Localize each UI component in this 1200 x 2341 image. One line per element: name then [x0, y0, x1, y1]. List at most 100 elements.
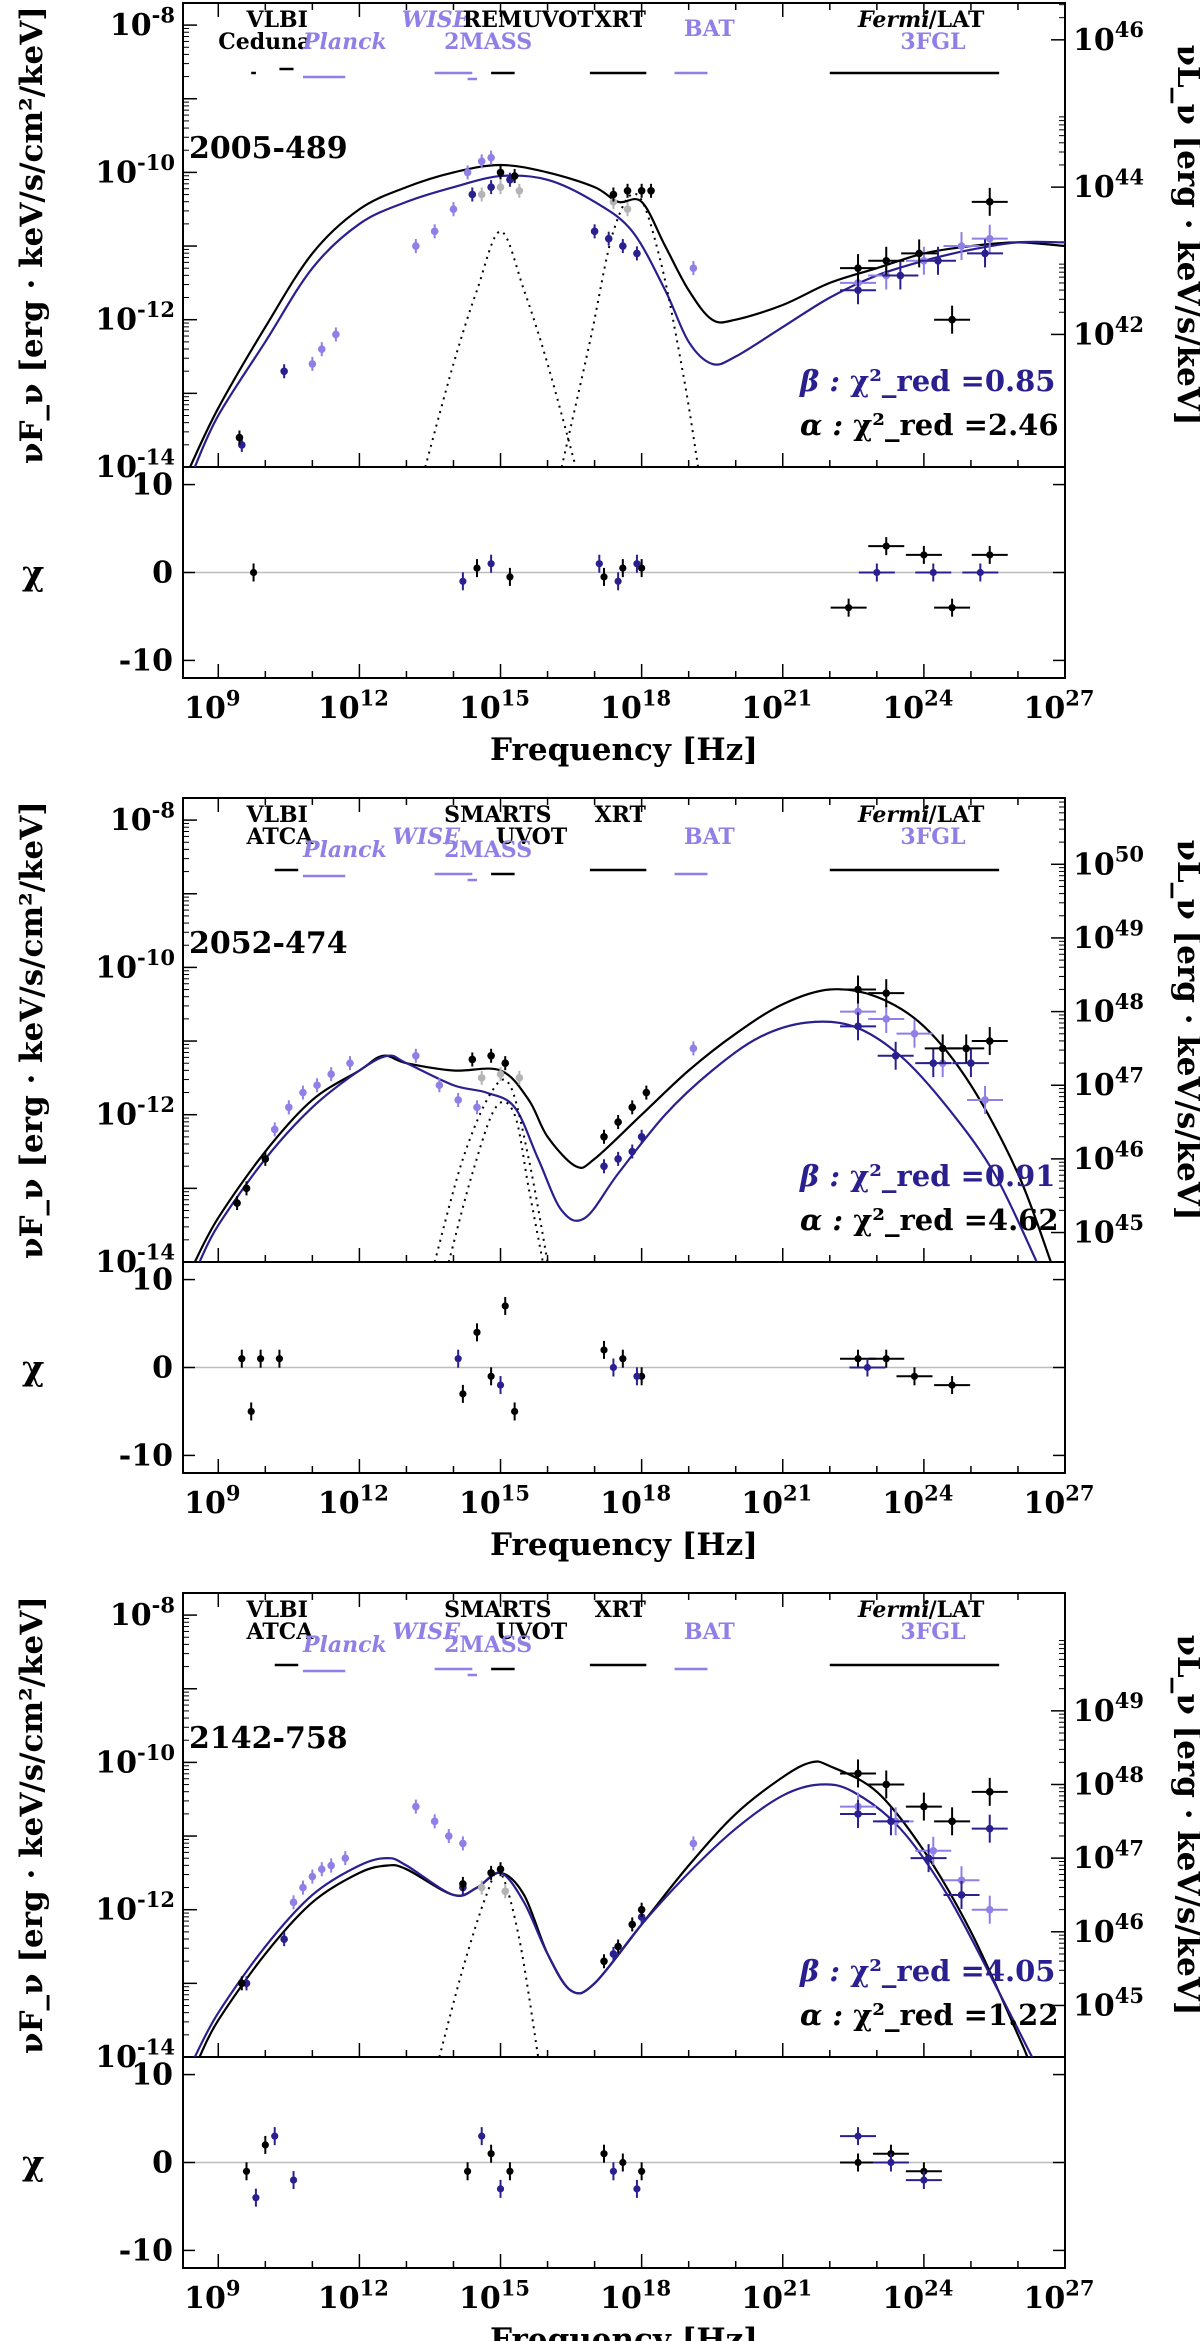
- right-tick-label: 1042: [1073, 312, 1144, 353]
- data-point: [463, 168, 472, 177]
- source-name: 2052-474: [189, 926, 348, 961]
- sed-panel-2005-489: 109 1012 1015 1018 1021 1024 1027 Frequency [Hz…: [14, 2, 1200, 768]
- residual-point: [487, 560, 495, 568]
- data-point: [938, 1044, 947, 1053]
- residual-point: [271, 2132, 279, 2140]
- instrument-label: Fermi: [857, 1597, 930, 1623]
- data-point: [459, 1880, 467, 1888]
- data-point: [487, 153, 495, 162]
- instrument-label: 3FGL: [900, 29, 965, 55]
- data-point: [459, 1839, 467, 1848]
- data-point: [887, 1817, 895, 1826]
- data-point: [590, 227, 599, 236]
- data-point: [430, 1817, 439, 1826]
- data-point: [477, 190, 486, 199]
- residual-point: [882, 1355, 890, 1363]
- data-point: [238, 1979, 246, 1988]
- data-point: [600, 1162, 608, 1171]
- data-point: [280, 367, 288, 376]
- data-point: [317, 1865, 326, 1873]
- x-tick-label: 1021: [741, 1480, 812, 1521]
- residual-point: [920, 2176, 928, 2184]
- fit-statistic-label: α : χ²_red =2.46: [800, 408, 1059, 442]
- residual-point: [261, 2141, 269, 2149]
- residual-point: [600, 573, 608, 581]
- residual-point: [459, 577, 467, 585]
- data-point: [929, 1059, 938, 1067]
- x-tick-label: 1021: [741, 2275, 812, 2316]
- data-point: [619, 242, 627, 250]
- residual-point: [882, 542, 890, 550]
- instrument-label: VLBI: [246, 7, 308, 33]
- data-point: [327, 1861, 335, 1870]
- instrument-label: BAT: [684, 16, 735, 42]
- instrument-label: BAT: [684, 1619, 735, 1645]
- sed-panel-2052-474: 109 1012 1015 1018 1021 1024 1027 Frequency [Hz…: [14, 797, 1200, 1563]
- data-point: [496, 1865, 505, 1873]
- data-point: [412, 1802, 420, 1811]
- data-point: [689, 264, 698, 272]
- data-point: [637, 1132, 646, 1141]
- data-point: [854, 1007, 862, 1016]
- data-point: [449, 205, 458, 214]
- residual-point: [459, 1390, 467, 1398]
- residual-point: [609, 1363, 618, 1372]
- residual-point: [600, 1346, 608, 1354]
- x-tick-label: 1018: [600, 2275, 671, 2316]
- y-axis-label: νF_ν [erg · keV/s/cm²/keV]: [14, 6, 50, 464]
- x-tick-label: 1012: [318, 685, 389, 726]
- model-curve: [193, 174, 1065, 467]
- chi-tick-label: 10: [131, 1263, 173, 1298]
- instrument-label: WISE: [402, 7, 471, 33]
- data-point: [957, 242, 966, 250]
- model-component-curve: [447, 1100, 544, 1262]
- x-axis-label: Frequency [Hz]: [490, 2322, 758, 2341]
- x-tick-label: 1015: [459, 685, 530, 726]
- y-tick-label: 10-10: [95, 150, 175, 191]
- data-point: [985, 234, 994, 243]
- data-point: [477, 1074, 486, 1082]
- data-point: [242, 1184, 251, 1193]
- sed-panel-2142-758: 109 1012 1015 1018 1021 1024 1027 Frequency [Hz…: [14, 1592, 1200, 2341]
- residual-point: [487, 1372, 495, 1380]
- instrument-label: Fermi: [857, 802, 930, 828]
- residual-point: [238, 1355, 246, 1363]
- residual-point: [873, 568, 881, 577]
- model-component-curve: [560, 192, 700, 467]
- residual-point: [275, 1355, 284, 1363]
- residual-point: [609, 2167, 618, 2175]
- instrument-label: SMARTS: [444, 1597, 551, 1623]
- x-axis-label: Frequency [Hz]: [490, 732, 758, 768]
- residual-point: [257, 1355, 265, 1363]
- x-tick-label: 109: [184, 1480, 240, 1521]
- instrument-label: /LAT: [929, 802, 985, 828]
- x-tick-label: 109: [184, 2275, 240, 2316]
- y-tick-label: 10-8: [110, 2, 175, 43]
- data-point: [614, 1155, 622, 1163]
- instrument-label: XRT: [595, 1597, 647, 1623]
- model-component-curve: [433, 1078, 549, 1262]
- instrument-label: /LAT: [929, 7, 985, 33]
- chi-tick-label: 10: [131, 2058, 173, 2093]
- plot-area: [189, 150, 1065, 467]
- data-point: [235, 433, 244, 442]
- data-point: [501, 1059, 510, 1067]
- residual-point: [487, 2150, 495, 2158]
- instrument-label: BAT: [684, 824, 735, 850]
- data-point: [609, 1950, 618, 1958]
- residual-point: [454, 1355, 462, 1363]
- instrument-label: VLBI: [246, 802, 308, 828]
- residual-point: [633, 560, 641, 568]
- fit-statistic-label: β : χ²_red =0.91: [799, 1159, 1055, 1193]
- data-point: [496, 168, 505, 177]
- instrument-label: Planck: [302, 29, 387, 55]
- right-tick-label: 1045: [1073, 1983, 1144, 2024]
- model-component-curve: [424, 230, 577, 467]
- instrument-label: 2MASS: [444, 29, 532, 55]
- y-axis-label: νF_ν [erg · keV/s/cm²/keV]: [14, 801, 50, 1259]
- chi-tick-label: 0: [152, 556, 173, 591]
- data-point: [854, 1810, 862, 1818]
- fit-statistic-label: β : χ²_red =0.85: [799, 364, 1055, 398]
- residual-point: [854, 2132, 862, 2140]
- residual-point: [638, 564, 646, 572]
